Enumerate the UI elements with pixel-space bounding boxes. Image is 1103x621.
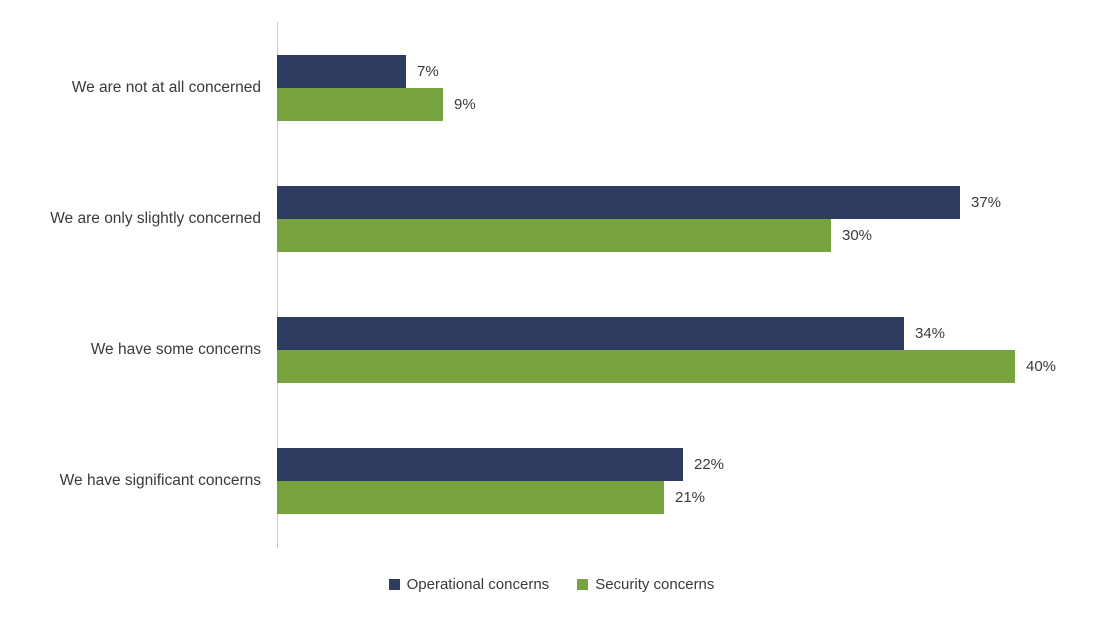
legend: Operational concerns Security concerns (0, 576, 1103, 593)
value-label: 34% (915, 324, 946, 342)
bar-security-concerns (277, 87, 443, 121)
bar-line: 21% (277, 480, 1103, 514)
bar-group: 22% 21% (277, 447, 1103, 514)
chart-row: We are not at all concerned 7% 9% (0, 22, 1103, 153)
category-label: We have some concerns (90, 340, 261, 358)
bar-operational-concerns (277, 316, 904, 350)
category-label: We have significant concerns (59, 471, 261, 489)
bar-line: 34% (277, 316, 1103, 350)
category-label: We are not at all concerned (71, 78, 261, 96)
legend-swatch-icon (577, 579, 589, 590)
bar-line: 30% (277, 218, 1103, 252)
legend-swatch-icon (388, 579, 400, 590)
y-axis-line (277, 22, 278, 548)
bar-line: 37% (277, 185, 1103, 219)
bar-group: 7% 9% (277, 54, 1103, 121)
bar-group: 34% 40% (277, 316, 1103, 383)
category-label: We are only slightly concerned (50, 209, 261, 227)
bar-security-concerns (277, 480, 664, 514)
bar-line: 7% (277, 54, 1103, 88)
legend-label: Security concerns (595, 576, 715, 593)
chart-row: We have significant concerns 22% 21% (0, 415, 1103, 546)
value-label: 9% (454, 95, 476, 113)
bar-operational-concerns (277, 447, 683, 481)
value-label: 40% (1026, 357, 1057, 375)
bar-security-concerns (277, 349, 1015, 383)
value-label: 30% (842, 226, 873, 244)
legend-item: Security concerns (577, 576, 714, 593)
chart-row: We have some concerns 34% 40% (0, 284, 1103, 415)
legend-label: Operational concerns (406, 576, 550, 593)
chart-row: We are only slightly concerned 37% 30% (0, 153, 1103, 284)
chart-plot-area: We are not at all concerned 7% 9% We are on… (0, 22, 1103, 546)
value-label: 7% (417, 62, 439, 80)
bar-line: 40% (277, 349, 1103, 383)
bar-line: 9% (277, 87, 1103, 121)
value-label: 37% (971, 193, 1002, 211)
bar-operational-concerns (277, 54, 406, 88)
bar-line: 22% (277, 447, 1103, 481)
value-label: 22% (694, 455, 725, 473)
bar-security-concerns (277, 218, 831, 252)
legend-item: Operational concerns (388, 576, 550, 593)
bar-operational-concerns (277, 185, 960, 219)
bar-group: 37% 30% (277, 185, 1103, 252)
value-label: 21% (675, 488, 706, 506)
